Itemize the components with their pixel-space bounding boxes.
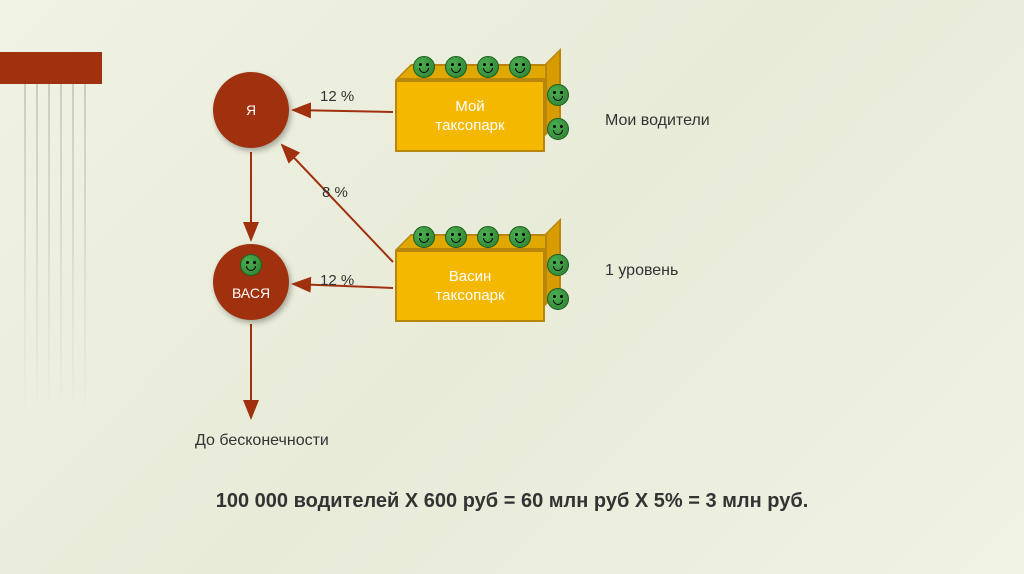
face-icon: [547, 288, 569, 310]
edge-label-8: 8 %: [322, 184, 348, 201]
face-icon: [240, 254, 262, 276]
box-vasya-park-front: Васин таксопарк: [395, 250, 545, 322]
face-icon: [547, 118, 569, 140]
formula-text: 100 000 водителей Х 600 руб = 60 млн руб…: [0, 490, 1024, 513]
face-icon: [509, 226, 531, 248]
deco-line: [36, 84, 38, 414]
deco-line: [84, 84, 86, 414]
face-icon: [547, 254, 569, 276]
label-level1: 1 уровень: [605, 262, 678, 280]
node-me: Я: [213, 72, 289, 148]
accent-bar: [0, 52, 102, 84]
face-icon: [547, 84, 569, 106]
label-my-drivers: Мои водители: [605, 112, 710, 130]
edge-label-12b: 12 %: [320, 272, 354, 289]
deco-line: [72, 84, 74, 414]
label-infinity: До бесконечности: [195, 432, 329, 450]
node-vasya: ВАСЯ: [213, 244, 289, 320]
box-my-park: Мой таксопарк: [395, 80, 545, 152]
box-my-park-line1: Мой: [455, 98, 484, 115]
box-my-park-line2: таксопарк: [435, 117, 504, 134]
face-icon: [445, 226, 467, 248]
face-icon: [413, 226, 435, 248]
deco-line: [48, 84, 50, 414]
box-vasya-park-line1: Васин: [449, 268, 492, 285]
face-icon: [509, 56, 531, 78]
face-icon: [477, 226, 499, 248]
node-vasya-label: ВАСЯ: [232, 285, 270, 301]
face-icon: [445, 56, 467, 78]
deco-line: [24, 84, 26, 414]
face-icon: [477, 56, 499, 78]
box-vasya-park-line2: таксопарк: [435, 287, 504, 304]
deco-line: [60, 84, 62, 414]
face-icon: [413, 56, 435, 78]
edge-label-12a: 12 %: [320, 88, 354, 105]
node-me-label: Я: [246, 102, 256, 118]
box-vasya-park: Васин таксопарк: [395, 250, 545, 322]
box-my-park-front: Мой таксопарк: [395, 80, 545, 152]
